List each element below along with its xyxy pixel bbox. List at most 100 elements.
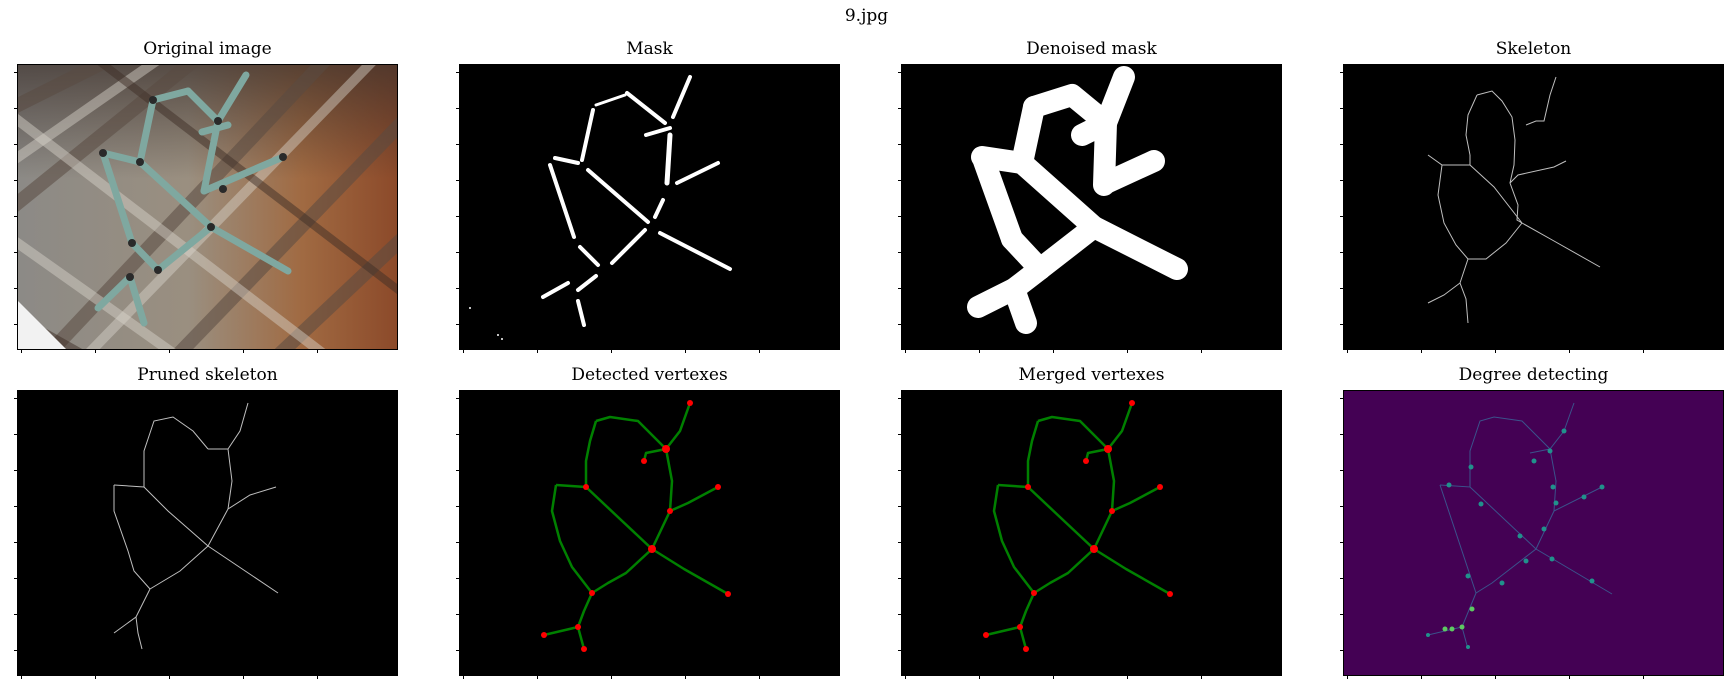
panel-original-image: Original image: [14, 39, 398, 353]
axis-tick: [456, 180, 459, 181]
axis-tick: [979, 676, 980, 679]
axis-tick: [1340, 578, 1343, 579]
image-area: [901, 390, 1282, 676]
axis-tick: [898, 650, 901, 651]
axis-tick: [1340, 434, 1343, 435]
axis-tick: [537, 350, 538, 353]
panel-detected-vertexes: Detected vertexes: [456, 365, 840, 679]
axis-tick: [898, 398, 901, 399]
axis-tick: [95, 676, 96, 679]
axis-tick: [456, 398, 459, 399]
image-area: [901, 64, 1282, 350]
axis-tick: [317, 350, 318, 353]
axis-tick: [898, 324, 901, 325]
axis-tick: [14, 398, 17, 399]
axis-tick: [14, 108, 17, 109]
axis-tick: [611, 350, 612, 353]
axis-tick: [456, 578, 459, 579]
axis-tick: [456, 434, 459, 435]
axis-tick: [1340, 614, 1343, 615]
axis-tick: [1340, 470, 1343, 471]
axis-tick: [21, 350, 22, 353]
axis-tick: [1569, 676, 1570, 679]
panel-title: Mask: [626, 39, 673, 59]
axis-tick: [1643, 350, 1644, 353]
axis-tick: [463, 350, 464, 353]
axis-tick: [21, 676, 22, 679]
axis-tick: [1340, 398, 1343, 399]
axis-tick: [1340, 216, 1343, 217]
axis-tick: [456, 650, 459, 651]
axis-tick: [1340, 506, 1343, 507]
image-area: [17, 64, 398, 350]
axis-tick: [898, 506, 901, 507]
axis-tick: [456, 144, 459, 145]
figure-title: 9.jpg: [844, 6, 889, 26]
axis-tick: [759, 676, 760, 679]
image-area: [1343, 64, 1724, 350]
axis-tick: [1421, 676, 1422, 679]
axis-tick: [537, 676, 538, 679]
image-area: [1343, 390, 1724, 676]
panel-title: Merged vertexes: [1018, 365, 1165, 385]
panel-title: Skeleton: [1495, 39, 1572, 59]
panel-degree-detecting: Degree detecting: [1340, 365, 1724, 679]
axis-tick: [456, 72, 459, 73]
axis-tick: [456, 614, 459, 615]
panel-pruned-skeleton: Pruned skeleton: [14, 365, 398, 679]
axis-tick: [456, 252, 459, 253]
axis-tick: [317, 676, 318, 679]
axis-tick: [1340, 180, 1343, 181]
detected-vertexes-image: [460, 391, 839, 675]
axis-tick: [1201, 676, 1202, 679]
image-area: [17, 390, 398, 676]
panel-denoised-mask: Denoised mask: [898, 39, 1282, 353]
axis-tick: [456, 288, 459, 289]
skeleton-image: [1344, 65, 1723, 349]
panel-skeleton: Skeleton: [1340, 39, 1724, 353]
axis-tick: [898, 216, 901, 217]
axis-tick: [1340, 650, 1343, 651]
axis-tick: [456, 542, 459, 543]
axis-tick: [14, 288, 17, 289]
axis-tick: [1347, 676, 1348, 679]
axis-tick: [898, 288, 901, 289]
axis-tick: [1347, 350, 1348, 353]
axis-tick: [1643, 676, 1644, 679]
axis-tick: [1569, 350, 1570, 353]
axis-tick: [1340, 288, 1343, 289]
axis-tick: [1201, 350, 1202, 353]
axis-tick: [456, 216, 459, 217]
axis-tick: [169, 676, 170, 679]
axis-tick: [1340, 324, 1343, 325]
degree-detecting-image: [1344, 391, 1723, 675]
axis-tick: [14, 252, 17, 253]
panel-title: Original image: [143, 39, 272, 59]
axis-tick: [1053, 676, 1054, 679]
panel-title: Pruned skeleton: [137, 365, 278, 385]
axis-tick: [95, 350, 96, 353]
axis-tick: [1127, 350, 1128, 353]
axis-tick: [685, 350, 686, 353]
image-area: [459, 64, 840, 350]
mask-image: [460, 65, 839, 349]
axis-tick: [898, 144, 901, 145]
axis-tick: [1340, 72, 1343, 73]
axis-tick: [898, 542, 901, 543]
axis-tick: [1340, 144, 1343, 145]
axis-tick: [14, 614, 17, 615]
image-area: [459, 390, 840, 676]
axis-tick: [14, 578, 17, 579]
panel-mask: Mask: [456, 39, 840, 353]
axis-tick: [456, 108, 459, 109]
axis-tick: [611, 676, 612, 679]
axis-tick: [905, 676, 906, 679]
axis-tick: [14, 542, 17, 543]
axis-tick: [456, 506, 459, 507]
denoised-mask-image: [902, 65, 1281, 349]
axis-tick: [685, 676, 686, 679]
axis-tick: [898, 180, 901, 181]
axis-tick: [759, 350, 760, 353]
axis-tick: [463, 676, 464, 679]
axis-tick: [14, 324, 17, 325]
